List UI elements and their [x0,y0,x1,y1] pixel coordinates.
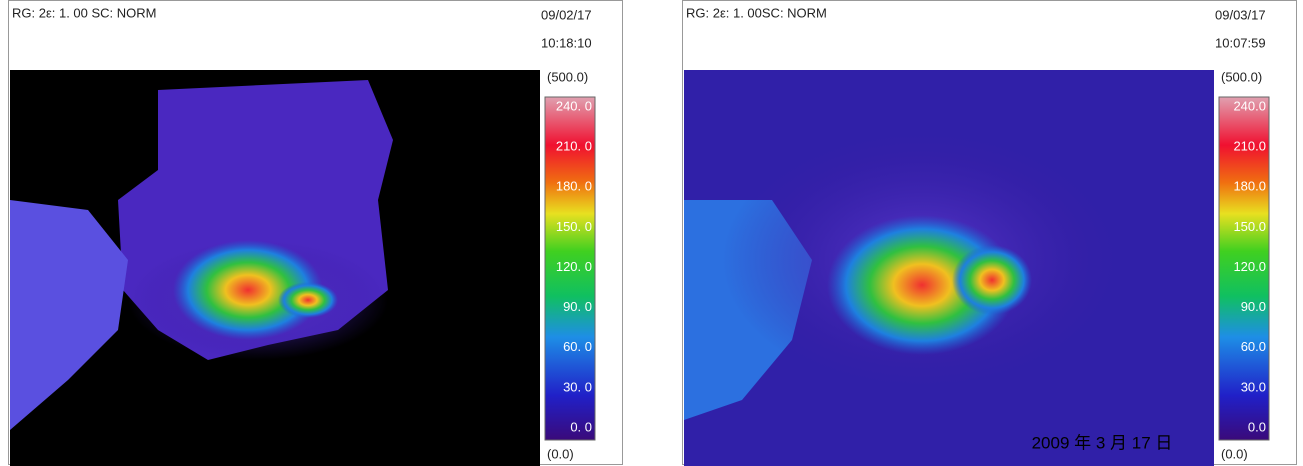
crater-wall [10,200,128,430]
scale-tick-label: 30. 0 [563,379,592,394]
hot-spot [173,240,323,340]
scale-tick-label: 240. 0 [556,98,592,113]
scale-tick-label: 210.0 [1233,139,1266,154]
header-text: RG: 2ε: 1. 00SC: NORM [686,5,827,20]
caption: 2009 年 3 月 17 日 [1032,433,1173,452]
scale-tick-label: 180.0 [1233,179,1266,194]
scale-tick-label: 60. 0 [563,339,592,354]
scale-tick-label: 0. 0 [570,419,592,434]
color-bar [1218,96,1270,441]
scale-max: (500.0) [1221,69,1262,84]
scale-tick-label: 150.0 [1233,219,1266,234]
date-text: 09/02/17 [541,7,592,22]
scale-tick-label: 60.0 [1241,339,1266,354]
scale-tick-label: 120. 0 [556,259,592,274]
scale-tick-label: 30.0 [1241,379,1266,394]
scale-tick-label: 240.0 [1233,98,1266,113]
scale-min: (0.0) [1221,446,1248,461]
hot-spot [952,245,1032,315]
time-text: 10:07:59 [1215,35,1266,50]
hot-spot [278,282,338,318]
scale-min: (0.0) [547,446,574,461]
scale-tick-label: 210. 0 [556,139,592,154]
time-text: 10:18:10 [541,35,592,50]
date-text: 09/03/17 [1215,7,1266,22]
thermal-image [10,70,540,466]
scale-max: (500.0) [547,69,588,84]
scale-tick-label: 150. 0 [556,219,592,234]
scale-tick-label: 0.0 [1248,419,1266,434]
scale-tick-label: 120.0 [1233,259,1266,274]
scale-tick-label: 90. 0 [563,299,592,314]
color-bar [544,96,596,441]
header-text: RG: 2ε: 1. 00 SC: NORM [12,5,157,20]
scale-tick-label: 180. 0 [556,179,592,194]
thermal-panel: RG: 2ε: 1. 00 SC: NORM 09/02/17 10:18:10 20… [8,0,623,466]
thermal-image [684,70,1214,466]
hot-spot [827,215,1017,355]
caption: 2009 年 2 月 17 日 [358,433,499,452]
thermal-panel: RG: 2ε: 1. 00SC: NORM 09/03/17 10:07:59 200… [682,0,1297,466]
scale-tick-label: 90.0 [1241,299,1266,314]
